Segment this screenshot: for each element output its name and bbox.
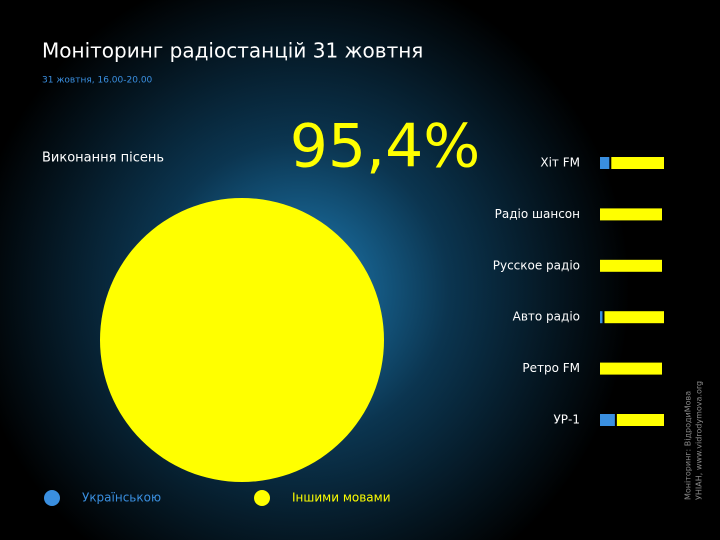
credit-line: УНІАН, www.vidrodymova.org <box>695 381 704 500</box>
legend-label: Українською <box>82 491 161 505</box>
value-label: 95,4% <box>290 112 481 182</box>
bar-segment <box>600 208 662 221</box>
legend-label: Іншими мовами <box>292 491 391 505</box>
credit-line: Моніторинг: ВідродиМова <box>684 391 693 500</box>
legend-swatch <box>254 490 270 506</box>
bar-segment <box>600 259 662 272</box>
bar-segment <box>600 362 662 375</box>
station-label: Авто радіо <box>513 310 580 324</box>
station-label: Хіт FM <box>540 156 580 170</box>
station-label: Русское радіо <box>493 258 580 272</box>
section-title: Виконання пісень <box>42 151 164 166</box>
title: Моніторинг радіостанцій 31 жовтня <box>42 39 423 63</box>
bar-segment <box>600 311 603 324</box>
legend-swatch <box>44 490 60 506</box>
subtitle: 31 жовтня, 16.00-20.00 <box>42 76 153 86</box>
credit: Моніторинг: ВідродиМова УНІАН, www.vidro… <box>684 381 704 500</box>
station-label: Радіо шансон <box>495 207 580 221</box>
circle-mark <box>100 198 384 482</box>
bar-segment <box>600 414 615 426</box>
bar-segment <box>616 414 664 426</box>
bar-segment <box>604 311 664 324</box>
station-label: УР-1 <box>553 413 580 427</box>
bar-segment <box>600 157 610 169</box>
bar-segment <box>611 157 664 169</box>
station-label: Ретро FM <box>522 361 580 375</box>
